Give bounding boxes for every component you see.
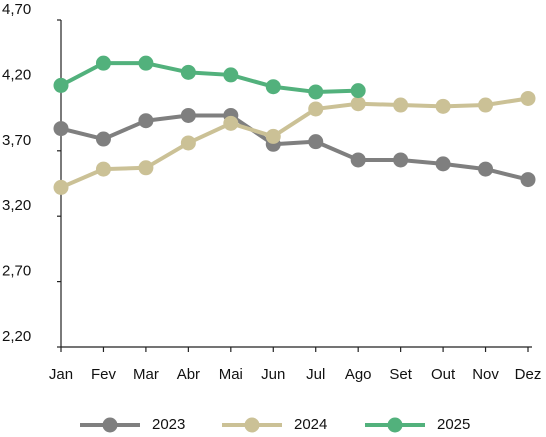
- data-point: [478, 161, 494, 177]
- y-tick-label: 4,20: [2, 66, 31, 83]
- data-point: [478, 97, 494, 113]
- data-point: [308, 134, 324, 150]
- data-point: [138, 55, 154, 71]
- legend-marker: [102, 417, 118, 433]
- data-point: [350, 96, 366, 112]
- y-tick-label: 4,70: [2, 1, 31, 18]
- x-tick-label: Jan: [49, 366, 73, 383]
- x-tick-label: Set: [389, 366, 412, 383]
- data-point: [393, 152, 409, 168]
- data-point: [223, 67, 239, 83]
- x-tick-label: Abr: [177, 366, 200, 383]
- data-point: [223, 115, 239, 131]
- legend-label: 2025: [437, 416, 470, 433]
- data-point: [95, 55, 111, 71]
- x-tick-label: Fev: [91, 366, 117, 383]
- data-point: [350, 152, 366, 168]
- data-point: [265, 79, 281, 95]
- data-point: [95, 161, 111, 177]
- x-tick-label: Jun: [261, 366, 285, 383]
- data-point: [520, 172, 536, 188]
- data-point: [95, 131, 111, 147]
- data-point: [53, 77, 69, 93]
- data-point: [520, 90, 536, 106]
- x-tick-label: Nov: [472, 366, 499, 383]
- x-tick-label: Mai: [219, 366, 243, 383]
- data-point: [308, 101, 324, 117]
- y-tick-label: 2,70: [2, 263, 31, 280]
- y-tick-label: 3,20: [2, 197, 31, 214]
- data-point: [180, 135, 196, 151]
- data-point: [435, 98, 451, 114]
- data-point: [138, 113, 154, 129]
- data-point: [393, 97, 409, 113]
- y-tick-label: 3,70: [2, 132, 31, 149]
- legend-label: 2023: [152, 416, 185, 433]
- data-point: [180, 64, 196, 80]
- data-point: [53, 179, 69, 195]
- data-point: [138, 160, 154, 176]
- legend-label: 2024: [294, 416, 327, 433]
- x-tick-label: Mar: [133, 366, 159, 383]
- y-tick-label: 2,20: [2, 328, 31, 345]
- x-tick-label: Dez: [515, 366, 542, 383]
- data-point: [308, 84, 324, 100]
- x-tick-label: Ago: [345, 366, 372, 383]
- x-tick-label: Jul: [306, 366, 325, 383]
- data-point: [435, 156, 451, 172]
- data-point: [265, 128, 281, 144]
- x-tick-label: Out: [431, 366, 456, 383]
- data-point: [53, 121, 69, 137]
- legend-marker: [387, 417, 403, 433]
- data-point: [350, 83, 366, 99]
- data-point: [180, 107, 196, 123]
- legend-marker: [244, 417, 260, 433]
